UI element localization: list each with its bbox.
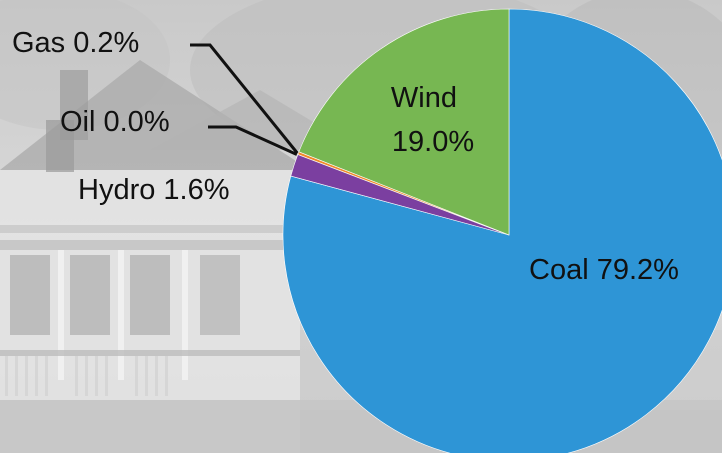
slice-label-coal: Coal 79.2% bbox=[529, 254, 679, 286]
slice-label-oil: Oil 0.0% bbox=[60, 106, 170, 138]
leader-line-oil bbox=[208, 127, 297, 154]
leader-line-gas bbox=[190, 45, 297, 153]
leader-lines bbox=[190, 45, 297, 154]
slice-label-hydro: Hydro 1.6% bbox=[78, 174, 230, 206]
slice-label-gas: Gas 0.2% bbox=[12, 27, 139, 59]
pie-slices bbox=[283, 9, 722, 453]
